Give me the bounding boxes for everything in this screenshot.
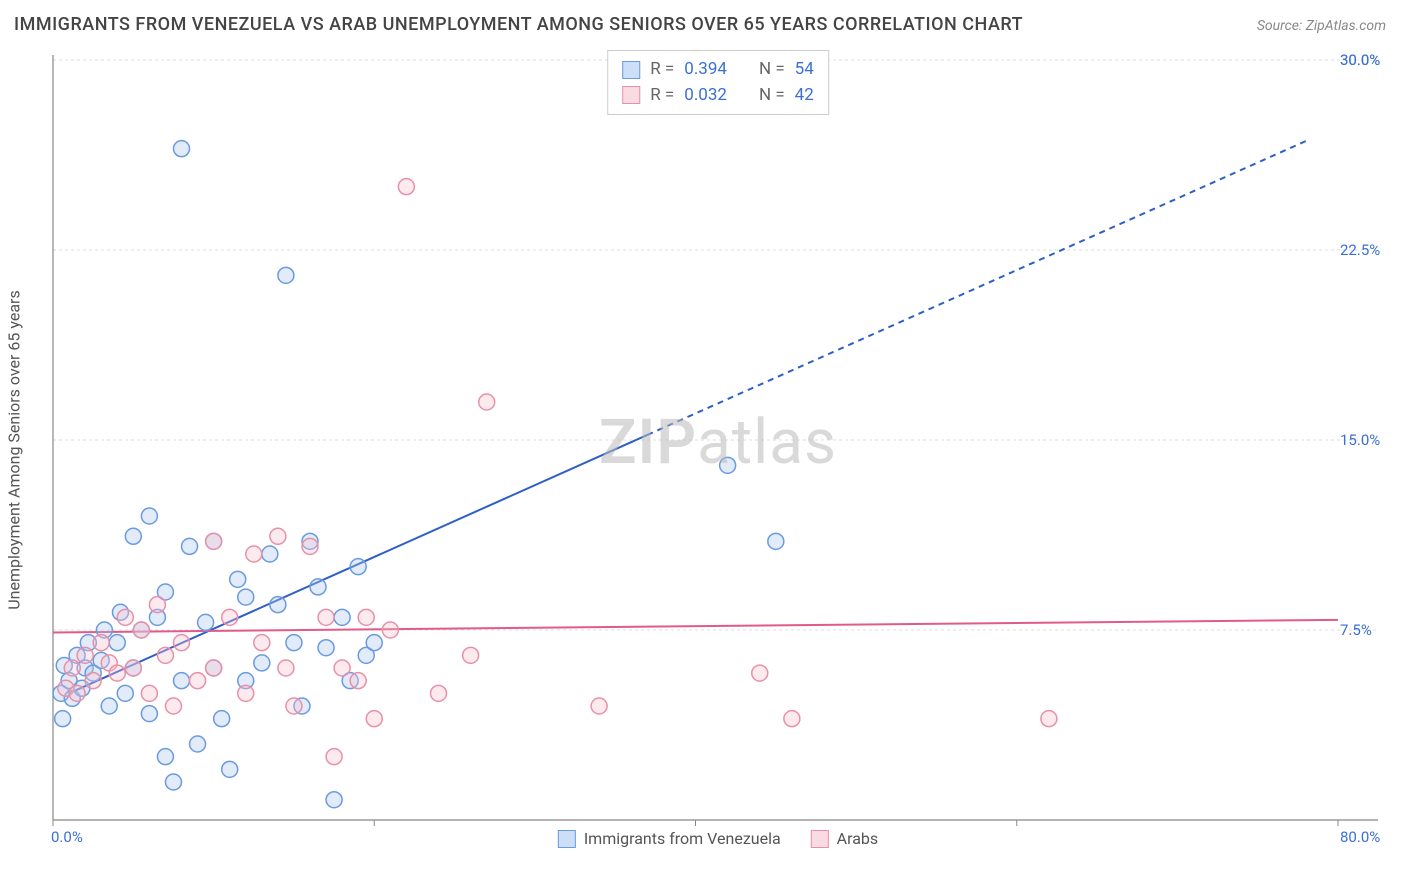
legend-swatch-1	[811, 830, 829, 848]
plot-container: Unemployment Among Seniors over 65 years…	[48, 50, 1388, 850]
stats-legend: R = 0.394 N = 54 R = 0.032 N = 42	[607, 50, 829, 115]
svg-text:7.5%: 7.5%	[1340, 621, 1372, 639]
legend-label-1: Arabs	[837, 829, 879, 848]
r-value-1: 0.032	[684, 83, 727, 109]
r-value-0: 0.394	[684, 57, 727, 83]
swatch-series-0	[622, 61, 640, 79]
swatch-series-1	[622, 86, 640, 104]
svg-text:30.0%: 30.0%	[1340, 51, 1380, 69]
legend-item-0: Immigrants from Venezuela	[558, 829, 781, 848]
svg-text:80.0%: 80.0%	[1340, 828, 1380, 846]
legend-item-1: Arabs	[811, 829, 879, 848]
scatter-plot: 7.5%15.0%22.5%30.0%30.0%0.0%80.0%	[48, 50, 1388, 850]
n-value-0: 54	[795, 57, 814, 83]
r-label-1: R =	[650, 83, 674, 109]
legend-label-0: Immigrants from Venezuela	[584, 829, 781, 848]
stats-row-series-0: R = 0.394 N = 54	[622, 57, 814, 83]
r-label-0: R =	[650, 57, 674, 83]
n-value-1: 42	[795, 83, 814, 109]
n-label-1: N =	[759, 83, 785, 109]
bottom-legend: Immigrants from Venezuela Arabs	[558, 829, 878, 848]
svg-text:15.0%: 15.0%	[1340, 431, 1380, 449]
stats-row-series-1: R = 0.032 N = 42	[622, 83, 814, 109]
svg-text:0.0%: 0.0%	[51, 828, 83, 846]
n-label-0: N =	[759, 57, 785, 83]
y-axis-label: Unemployment Among Seniors over 65 years	[5, 290, 24, 609]
legend-swatch-0	[558, 830, 576, 848]
svg-text:22.5%: 22.5%	[1340, 241, 1380, 259]
source-attribution: Source: ZipAtlas.com	[1257, 18, 1386, 34]
chart-title: IMMIGRANTS FROM VENEZUELA VS ARAB UNEMPL…	[14, 14, 1023, 35]
